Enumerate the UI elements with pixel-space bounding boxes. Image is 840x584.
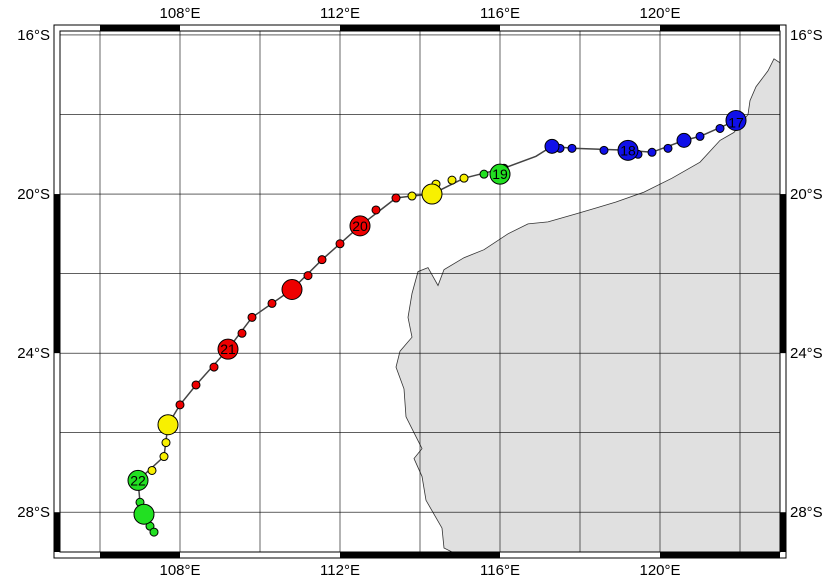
track-point-red	[247, 312, 257, 322]
track-points	[127, 109, 747, 537]
track-point-green	[149, 527, 159, 537]
lat-label-left-3: 24°S	[17, 345, 50, 362]
track-point-red	[349, 215, 371, 237]
lon-label-top-3: 116°E	[480, 5, 520, 22]
track-point-blue	[715, 123, 725, 133]
map-border	[53, 24, 787, 559]
lat-label-left-4: 28°S	[17, 504, 50, 521]
day-label-18: 18	[620, 142, 636, 158]
frame-bar-right	[780, 194, 786, 354]
track-point-blue	[695, 131, 705, 141]
track-point-red	[391, 193, 401, 203]
day-label-17: 17	[728, 114, 744, 130]
lat-label-right-3: 24°S	[790, 345, 823, 362]
track-point-blue	[617, 139, 639, 161]
track-point-blue	[676, 132, 692, 148]
track-point-green	[127, 469, 149, 491]
day-label-19: 19	[492, 166, 508, 182]
track-point-red	[209, 362, 219, 372]
track-point-red	[281, 279, 303, 301]
track-point-red	[371, 205, 381, 215]
lon-label-bottom-1: 108°E	[159, 562, 200, 579]
track-point-blue	[725, 109, 747, 131]
lon-label-top-1: 108°E	[159, 5, 200, 22]
frame-bar-bottom	[660, 552, 780, 558]
lon-label-bottom-2: 112°E	[320, 562, 360, 579]
track-point-yellow	[147, 465, 157, 475]
track-point-red	[267, 298, 277, 308]
track-point-red	[317, 255, 327, 265]
track-day-labels: 17 18 19 20 21 22	[130, 114, 744, 488]
lat-label-left-1: 16°S	[17, 27, 50, 44]
lon-label-bottom-4: 120°E	[639, 562, 680, 579]
frame-bar-top	[340, 25, 500, 31]
lat-label-left-2: 20°S	[17, 186, 50, 203]
track-point-green	[479, 169, 489, 179]
axis-labels: 108°E 112°E 116°E 120°E 108°E 112°E 116°…	[17, 5, 822, 579]
track-point-blue	[599, 145, 609, 155]
track-point-blue	[544, 138, 560, 154]
lon-label-top-4: 120°E	[639, 5, 680, 22]
lon-label-top-2: 112°E	[320, 5, 360, 22]
track-point-blue	[567, 143, 577, 153]
track-point-red	[303, 271, 313, 281]
track-point-yellow	[159, 452, 169, 462]
track-point-green	[489, 163, 511, 185]
lat-label-right-1: 16°S	[790, 27, 823, 44]
track-point-yellow	[161, 438, 171, 448]
track-point-yellow	[157, 414, 179, 436]
track-point-blue	[663, 143, 673, 153]
lat-label-right-2: 20°S	[790, 186, 823, 203]
day-label-21: 21	[220, 341, 236, 357]
frame-bar-bottom	[100, 552, 180, 558]
frame-bar-bottom	[340, 552, 500, 558]
frame-bar-top	[100, 25, 180, 31]
australia-land	[395, 58, 781, 553]
day-label-22: 22	[130, 472, 146, 488]
land-layer	[395, 58, 781, 553]
lat-label-right-4: 28°S	[790, 504, 823, 521]
track-point-red	[191, 380, 201, 390]
frame-bar-right	[780, 512, 786, 552]
track-point-yellow	[407, 191, 417, 201]
frame-bar-top	[660, 25, 780, 31]
track-point-red	[217, 338, 239, 360]
track-point-green	[133, 503, 155, 525]
day-label-20: 20	[352, 218, 368, 234]
track-point-red	[335, 239, 345, 249]
track-point-blue	[647, 147, 657, 157]
track-point-yellow	[421, 183, 443, 205]
lon-label-bottom-3: 116°E	[480, 562, 520, 579]
track-point-red	[175, 400, 185, 410]
frame-bar-left	[54, 512, 60, 552]
track-point-yellow	[447, 175, 457, 185]
track-point-red	[237, 328, 247, 338]
frame-bar-left	[54, 194, 60, 354]
track-point-yellow	[459, 173, 469, 183]
